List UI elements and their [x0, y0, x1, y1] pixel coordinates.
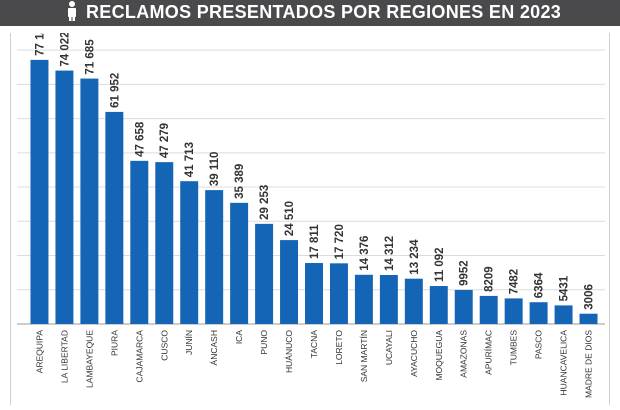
- data-label: 14 376: [359, 236, 371, 271]
- person-icon: [68, 1, 76, 21]
- bar: [404, 278, 423, 324]
- bar: [180, 181, 199, 324]
- chart-title: RECLAMOS PRESENTADOS POR REGIONES EN 202…: [86, 2, 562, 22]
- category-label: AYACUCHO: [409, 330, 419, 377]
- data-label: 41 713: [184, 142, 196, 177]
- bar: [529, 302, 548, 324]
- bar: [305, 263, 323, 324]
- data-label: 6364: [534, 272, 546, 298]
- category-label: UCAYALI: [384, 330, 394, 365]
- data-label: 29 253: [259, 185, 271, 220]
- bar: [454, 289, 473, 324]
- data-label: 14 312: [384, 236, 396, 271]
- bar: [479, 295, 498, 324]
- data-label: 39 110: [209, 152, 221, 187]
- bar: [579, 313, 598, 324]
- data-label: 7482: [509, 269, 521, 295]
- bar-chart: 77 149 AREQUIPA 74 022 LA LIBERTAD 71 685 LAM…: [17, 33, 605, 398]
- category-label: TACNA: [309, 330, 319, 359]
- category-label: CUSCO: [159, 330, 169, 361]
- data-label: 47 658: [134, 121, 146, 157]
- bar: [379, 275, 398, 324]
- chart-area: 77 149 AREQUIPA 74 022 LA LIBERTAD 71 685 LAM…: [10, 33, 610, 405]
- category-label: LAMBAYEQUE: [84, 330, 94, 388]
- data-label: 13 234: [409, 239, 421, 275]
- data-label: 8209: [484, 266, 496, 292]
- bar: [280, 240, 299, 324]
- category-label: MADRE DE DIOS: [584, 330, 594, 398]
- bar: [429, 286, 448, 324]
- data-label: 47 279: [159, 123, 171, 158]
- bar: [255, 223, 274, 324]
- bar: [504, 298, 523, 324]
- category-label: AREQUIPA: [34, 330, 44, 374]
- data-label: 74 022: [59, 33, 71, 67]
- data-label: 11 092: [434, 247, 446, 282]
- bar: [155, 162, 174, 324]
- category-label: JUNÍN: [184, 330, 194, 355]
- category-label: AMAZONAS: [459, 330, 469, 378]
- data-label: 5431: [559, 275, 571, 301]
- category-label: CAJAMARCA: [134, 330, 144, 383]
- category-label: TUMBES: [509, 330, 519, 366]
- data-label: 9952: [459, 260, 471, 286]
- category-label: APURÍMAC: [484, 330, 494, 375]
- bar: [329, 263, 348, 324]
- bar: [105, 111, 124, 324]
- bar: [30, 59, 49, 325]
- data-label: 61 952: [109, 73, 121, 108]
- category-label: ICA: [234, 330, 244, 345]
- category-label: MOQUEGUA: [434, 330, 444, 381]
- category-label: PIURA: [109, 330, 119, 356]
- header-bar: RECLAMOS PRESENTADOS POR REGIONES EN 202…: [0, 0, 620, 26]
- category-label: PUNO: [259, 330, 269, 355]
- category-label: HUANCAVELICA: [559, 330, 569, 396]
- bar: [230, 202, 249, 324]
- bar: [554, 305, 573, 324]
- category-label: HUÁNUCO: [284, 330, 294, 373]
- category-label: LORETO: [334, 330, 344, 365]
- data-label: 35 389: [234, 164, 246, 199]
- bar: [80, 78, 99, 324]
- data-label: 24 510: [284, 201, 296, 236]
- data-label: 71 685: [84, 39, 96, 75]
- bar: [55, 70, 74, 324]
- data-label: 3006: [584, 284, 596, 310]
- bar: [130, 160, 149, 324]
- bar: [354, 274, 373, 324]
- category-label: LA LIBERTAD: [59, 330, 69, 383]
- data-label: 77 149: [34, 33, 46, 56]
- category-label: ÁNCASH: [209, 330, 219, 365]
- data-label: 17 811: [309, 224, 321, 259]
- bar: [205, 190, 224, 324]
- category-label: SAN MARTÍN: [359, 330, 369, 382]
- category-label: PASCO: [534, 330, 544, 360]
- data-label: 17 720: [334, 224, 346, 259]
